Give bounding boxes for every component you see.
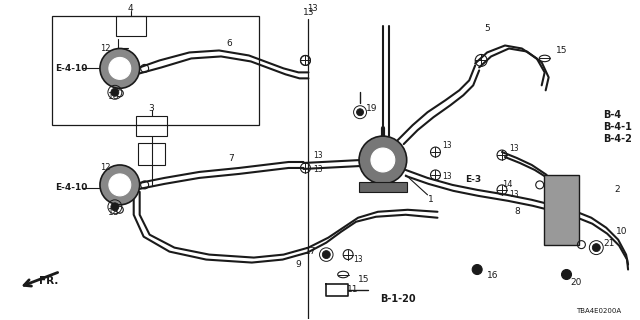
Text: 6: 6 <box>226 39 232 48</box>
Text: 13: 13 <box>509 190 518 199</box>
Circle shape <box>100 49 140 88</box>
Text: 12: 12 <box>100 44 110 53</box>
Circle shape <box>100 165 140 205</box>
Text: 10: 10 <box>616 227 628 236</box>
Text: 5: 5 <box>484 24 490 33</box>
Text: TBA4E0200A: TBA4E0200A <box>576 308 621 314</box>
Text: B-1-20: B-1-20 <box>380 294 415 304</box>
Bar <box>544 175 579 244</box>
Text: 21: 21 <box>604 239 614 248</box>
Circle shape <box>356 109 364 116</box>
Text: B-4-2: B-4-2 <box>604 134 632 144</box>
Bar <box>138 143 166 165</box>
Text: 2: 2 <box>614 185 620 194</box>
Text: 20: 20 <box>571 278 582 287</box>
Text: E-3: E-3 <box>465 175 481 184</box>
Text: 4: 4 <box>128 4 134 13</box>
Text: 16: 16 <box>487 271 499 280</box>
Bar <box>359 182 406 192</box>
Circle shape <box>109 174 131 196</box>
Text: 13: 13 <box>314 165 323 174</box>
Text: E-4-10: E-4-10 <box>55 64 88 73</box>
Text: 13: 13 <box>307 4 317 13</box>
Circle shape <box>109 58 131 79</box>
Text: 1: 1 <box>428 195 433 204</box>
Circle shape <box>111 88 119 96</box>
Text: 13: 13 <box>509 144 518 153</box>
Text: FR.: FR. <box>38 276 58 286</box>
Text: 18: 18 <box>108 92 120 101</box>
Text: 9: 9 <box>296 260 301 269</box>
Text: 18: 18 <box>108 208 120 217</box>
Circle shape <box>323 251 330 259</box>
Text: 13: 13 <box>442 172 452 181</box>
Circle shape <box>561 269 572 279</box>
Circle shape <box>371 148 395 172</box>
Circle shape <box>111 203 119 211</box>
Text: 15: 15 <box>358 275 369 284</box>
Bar <box>136 116 168 136</box>
Text: 12: 12 <box>100 164 110 172</box>
Text: 17: 17 <box>305 247 316 256</box>
Bar <box>52 16 259 125</box>
Text: 3: 3 <box>148 104 154 113</box>
Text: B-4: B-4 <box>604 110 621 120</box>
Circle shape <box>359 136 406 184</box>
Circle shape <box>472 265 482 275</box>
Text: 14: 14 <box>502 180 513 189</box>
Circle shape <box>593 244 600 252</box>
Text: 19: 19 <box>366 104 378 113</box>
Text: E-4-10: E-4-10 <box>55 183 88 192</box>
Text: 13: 13 <box>314 150 323 160</box>
Text: 11: 11 <box>348 285 359 294</box>
Text: 7: 7 <box>228 154 234 163</box>
Bar <box>116 16 146 36</box>
Text: 13: 13 <box>442 140 452 149</box>
Text: B-4-1: B-4-1 <box>604 122 632 132</box>
Text: 13: 13 <box>353 255 363 264</box>
Text: 13: 13 <box>303 8 314 17</box>
Text: 15: 15 <box>556 46 567 55</box>
Text: 8: 8 <box>514 207 520 216</box>
